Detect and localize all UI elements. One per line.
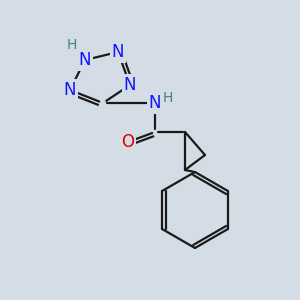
Text: O: O [122, 133, 134, 151]
Text: N: N [64, 81, 76, 99]
Text: N: N [149, 94, 161, 112]
Text: N: N [124, 76, 136, 94]
Text: N: N [79, 51, 91, 69]
Text: N: N [112, 43, 124, 61]
Text: H: H [163, 91, 173, 105]
Text: H: H [67, 38, 77, 52]
